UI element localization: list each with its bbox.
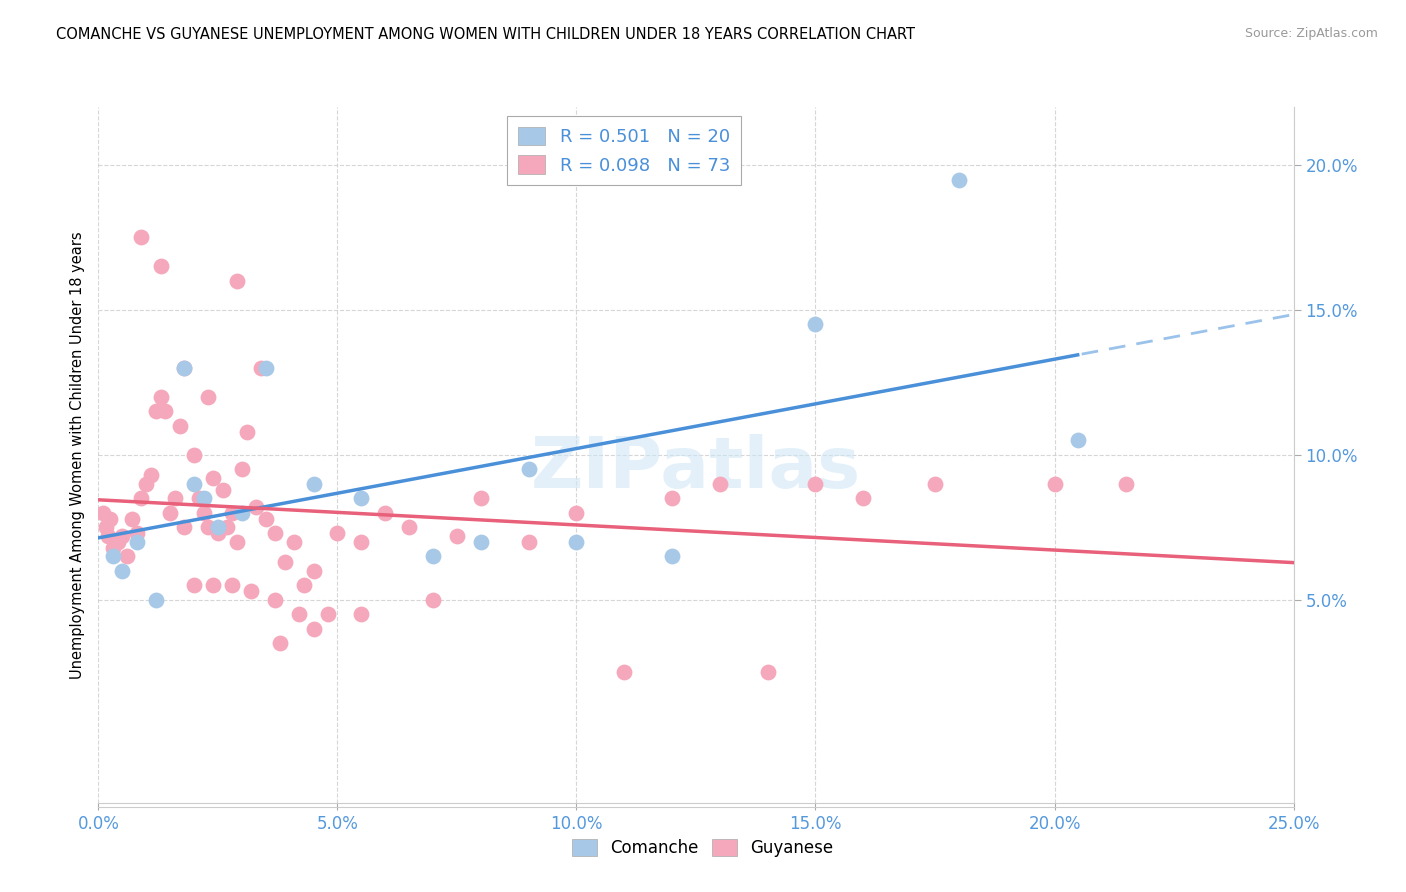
Point bbox=[121, 511, 143, 525]
Point bbox=[145, 404, 167, 418]
Point bbox=[131, 491, 153, 506]
Point bbox=[422, 592, 444, 607]
Point bbox=[193, 506, 215, 520]
Point bbox=[149, 390, 172, 404]
Point bbox=[283, 534, 305, 549]
Text: Source: ZipAtlas.com: Source: ZipAtlas.com bbox=[1244, 27, 1378, 40]
Point bbox=[97, 529, 120, 543]
Point bbox=[231, 506, 253, 520]
Point bbox=[231, 462, 253, 476]
Point bbox=[159, 506, 181, 520]
Point bbox=[274, 555, 297, 569]
Point bbox=[211, 483, 233, 497]
Point bbox=[756, 665, 779, 680]
Point bbox=[173, 361, 195, 376]
Point bbox=[398, 520, 420, 534]
Point bbox=[226, 534, 249, 549]
Point bbox=[125, 534, 148, 549]
Point bbox=[269, 636, 291, 650]
Point bbox=[350, 534, 373, 549]
Point bbox=[235, 425, 257, 439]
Point bbox=[316, 607, 339, 622]
Point bbox=[565, 506, 588, 520]
Point bbox=[187, 491, 209, 506]
Point bbox=[661, 491, 683, 506]
Point bbox=[135, 476, 157, 491]
Point bbox=[613, 665, 636, 680]
Point bbox=[111, 564, 134, 578]
Point bbox=[217, 520, 239, 534]
Point bbox=[326, 526, 349, 541]
Point bbox=[173, 361, 195, 376]
Point bbox=[470, 534, 492, 549]
Legend: R = 0.501   N = 20, R = 0.098   N = 73: R = 0.501 N = 20, R = 0.098 N = 73 bbox=[508, 116, 741, 186]
Point bbox=[264, 592, 287, 607]
Point bbox=[226, 274, 249, 288]
Point bbox=[292, 578, 315, 592]
Point bbox=[254, 361, 277, 376]
Point bbox=[221, 578, 243, 592]
Point bbox=[202, 471, 225, 485]
Point bbox=[183, 476, 205, 491]
Point bbox=[517, 534, 540, 549]
Text: COMANCHE VS GUYANESE UNEMPLOYMENT AMONG WOMEN WITH CHILDREN UNDER 18 YEARS CORRE: COMANCHE VS GUYANESE UNEMPLOYMENT AMONG … bbox=[56, 27, 915, 42]
Point bbox=[163, 491, 186, 506]
Point bbox=[183, 448, 205, 462]
Point bbox=[115, 549, 138, 564]
Point bbox=[254, 511, 277, 525]
Point bbox=[661, 549, 683, 564]
Point bbox=[374, 506, 396, 520]
Point bbox=[145, 592, 167, 607]
Point bbox=[250, 361, 273, 376]
Point bbox=[470, 491, 492, 506]
Point bbox=[183, 578, 205, 592]
Point bbox=[207, 520, 229, 534]
Point bbox=[302, 564, 325, 578]
Point bbox=[264, 526, 287, 541]
Point bbox=[924, 476, 946, 491]
Point bbox=[107, 534, 129, 549]
Point bbox=[517, 462, 540, 476]
Point bbox=[197, 390, 219, 404]
Legend: Comanche, Guyanese: Comanche, Guyanese bbox=[565, 832, 841, 863]
Point bbox=[1115, 476, 1137, 491]
Point bbox=[91, 506, 114, 520]
Point bbox=[98, 511, 122, 525]
Point bbox=[101, 549, 124, 564]
Text: ZIPatlas: ZIPatlas bbox=[531, 434, 860, 503]
Point bbox=[111, 529, 134, 543]
Point bbox=[350, 491, 373, 506]
Point bbox=[101, 541, 124, 555]
Point bbox=[221, 506, 243, 520]
Point bbox=[852, 491, 875, 506]
Point bbox=[240, 584, 263, 599]
Point bbox=[350, 607, 373, 622]
Point bbox=[422, 549, 444, 564]
Point bbox=[565, 534, 588, 549]
Point bbox=[1067, 434, 1090, 448]
Point bbox=[202, 578, 225, 592]
Point bbox=[139, 468, 162, 483]
Point bbox=[149, 260, 172, 274]
Point bbox=[207, 526, 229, 541]
Point bbox=[155, 404, 177, 418]
Point bbox=[804, 476, 827, 491]
Point bbox=[125, 526, 148, 541]
Point bbox=[709, 476, 731, 491]
Point bbox=[1043, 476, 1066, 491]
Point bbox=[948, 172, 970, 186]
Point bbox=[169, 419, 191, 434]
Point bbox=[94, 520, 117, 534]
Point bbox=[193, 491, 215, 506]
Point bbox=[302, 476, 325, 491]
Point bbox=[131, 230, 153, 244]
Point bbox=[288, 607, 311, 622]
Point bbox=[804, 318, 827, 332]
Point bbox=[446, 529, 468, 543]
Point bbox=[245, 500, 267, 514]
Point bbox=[197, 520, 219, 534]
Point bbox=[173, 520, 195, 534]
Y-axis label: Unemployment Among Women with Children Under 18 years: Unemployment Among Women with Children U… bbox=[69, 231, 84, 679]
Point bbox=[302, 622, 325, 636]
